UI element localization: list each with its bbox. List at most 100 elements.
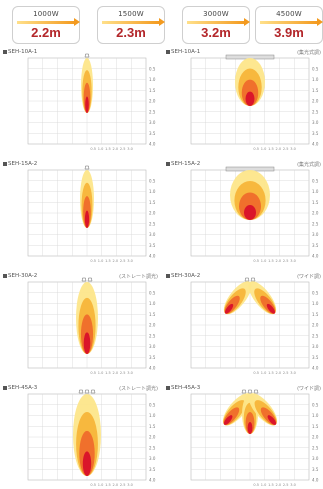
scale-tick-label: 0.5 xyxy=(253,483,259,487)
scale-tick-label: 1.5 xyxy=(105,371,111,375)
scale-tick-label: 2.5 xyxy=(312,445,319,450)
scale-tick-label: 2.5 xyxy=(149,109,156,114)
scale-tick-label: 1.5 xyxy=(105,259,111,263)
badge-watt: 1500W xyxy=(118,10,144,18)
model-marker-icon xyxy=(166,161,170,166)
heat-grid-svg: 0.51.01.52.02.53.03.54.00.5 1.0 1.5 2.0 2.5 3… xyxy=(27,165,156,263)
scale-tick-label: 2.0 xyxy=(149,435,156,440)
heat-grid-svg: 0.51.01.52.02.53.03.54.00.5 1.0 1.5 2.0 2.5 3… xyxy=(190,54,319,151)
scale-tick-label: 3.5 xyxy=(149,355,156,360)
scale-tick-label: 2.5 xyxy=(283,259,289,263)
model-marker-icon xyxy=(166,385,170,390)
scale-tick-label: 2.0 xyxy=(312,435,319,440)
model-text: SEH-45A-3 xyxy=(171,385,201,391)
scale-tick-label: 0.5 xyxy=(253,147,259,151)
heat-zone-hot xyxy=(244,205,256,220)
model-marker-icon xyxy=(3,273,7,278)
scale-tick-label: 1.0 xyxy=(149,301,156,306)
scale-tick-label: 2.0 xyxy=(276,147,282,151)
model-text: SEH-10A-1 xyxy=(171,49,201,55)
model-text: SEH-30A-2 xyxy=(171,273,201,279)
scale-tick-label: 0.5 xyxy=(90,259,96,263)
scale-tick-label: 0.5 xyxy=(149,66,156,71)
scale-tick-label: 3.0 xyxy=(127,147,133,151)
model-label: SEH-30A-2 xyxy=(3,273,37,279)
scale-tick-label: 1.5 xyxy=(268,259,274,263)
heat-grid-svg: 0.51.01.52.02.53.03.54.00.5 1.0 1.5 2.0 2.5 3… xyxy=(190,277,319,375)
model-marker-icon xyxy=(166,49,170,54)
arrow-icon xyxy=(102,18,165,26)
scale-tick-label: 3.5 xyxy=(312,355,319,360)
heater-lamp-icon xyxy=(247,389,253,394)
scale-tick-label: 3.0 xyxy=(312,120,319,125)
model-label: SEH-45A-3 xyxy=(166,385,200,391)
scale-tick-label: 2.5 xyxy=(120,259,126,263)
scale-tick-label: 1.5 xyxy=(268,483,274,487)
model-label: SEH-10A-1 xyxy=(166,49,200,55)
heat-zone-hot xyxy=(266,303,276,314)
model-text: SEH-10A-1 xyxy=(8,49,38,55)
scale-tick-label: 3.0 xyxy=(127,483,133,487)
badge-3000w: 3000W 3.2m xyxy=(182,6,250,44)
mode-note: (ワイド調) xyxy=(297,274,321,280)
heater-lamp-icon xyxy=(241,389,247,394)
scale-tick-label: 1.5 xyxy=(312,312,319,317)
heat-grid-svg: 0.51.01.52.02.53.03.54.00.5 1.0 1.5 2.0 2.5 3… xyxy=(190,166,319,263)
heat-grid-svg: 0.51.01.52.02.53.03.54.00.5 1.0 1.5 2.0 2.5 3… xyxy=(27,277,156,375)
scale-tick-label: 4.0 xyxy=(149,254,156,259)
mode-note: (集光式調) xyxy=(297,50,321,56)
scale-tick-label: 1.5 xyxy=(149,200,156,205)
scale-tick-label: 2.0 xyxy=(113,259,119,263)
heat-grid-svg: 0.51.01.52.02.53.03.54.00.5 1.0 1.5 2.0 2.5 3… xyxy=(27,53,156,151)
scale-tick-label: 2.0 xyxy=(113,371,119,375)
arrow-icon xyxy=(17,18,80,26)
scale-tick-label: 1.5 xyxy=(312,424,319,429)
heat-panel: 0.5 1.0 1.5 2.0 2.5 3.0 3.5 4.0 0.5 1.0 1.5 2.0 2.5 3… xyxy=(0,272,160,377)
scale-tick-label: 1.5 xyxy=(149,88,156,93)
scale-tick-label: 0.5 xyxy=(312,178,319,183)
scale-tick-label: 2.0 xyxy=(276,259,282,263)
model-label: SEH-15A-2 xyxy=(3,161,37,167)
arrow-icon xyxy=(187,18,250,26)
heat-grid-svg: 0.51.01.52.02.53.03.54.00.5 1.0 1.5 2.0 2.5 3… xyxy=(190,389,319,487)
heater-lamp-icon xyxy=(253,389,259,394)
heat-panel: 0.5 1.0 1.5 2.0 2.5 3.0 3.5 4.0 0.5 1.0 1.5 2.0 2.5 3… xyxy=(0,160,160,265)
heat-zone-hot xyxy=(82,451,92,476)
scale-tick-label: 3.0 xyxy=(127,259,133,263)
scale-tick-label: 3.5 xyxy=(149,467,156,472)
scale-tick-label: 0.5 xyxy=(90,371,96,375)
heater-lamp-icon xyxy=(244,277,250,282)
scale-tick-label: 1.0 xyxy=(98,259,104,263)
badge-watt: 4500W xyxy=(276,10,302,18)
model-label: SEH-15A-2 xyxy=(166,161,200,167)
heater-lamp-icon xyxy=(84,53,90,58)
arrow-icon xyxy=(260,18,323,26)
scale-tick-label: 3.0 xyxy=(290,147,296,151)
badge-watt: 3000W xyxy=(203,10,229,18)
scale-tick-label: 2.0 xyxy=(149,323,156,328)
scale-tick-label: 0.5 xyxy=(253,371,259,375)
scale-tick-label: 3.5 xyxy=(312,243,319,248)
mode-note: (ストレート調光) xyxy=(119,274,158,280)
scale-tick-label: 0.5 xyxy=(312,66,319,71)
model-text: SEH-15A-2 xyxy=(8,161,38,167)
scale-tick-label: 4.0 xyxy=(312,366,319,371)
scale-tick-label: 2.5 xyxy=(120,483,126,487)
scale-tick-label: 3.0 xyxy=(149,344,156,349)
scale-tick-label: 2.0 xyxy=(312,99,319,104)
scale-tick-label: 0.5 xyxy=(149,402,156,407)
badge-1000w: 1000W 2.2m xyxy=(12,6,80,44)
scale-tick-label: 0.5 xyxy=(312,402,319,407)
heat-zone-hot xyxy=(83,332,91,354)
scale-tick-label: 3.0 xyxy=(149,120,156,125)
scale-tick-label: 1.5 xyxy=(268,147,274,151)
heat-panel: 0.5 1.0 1.5 2.0 2.5 3.0 3.5 4.0 0.5 1.0 1.5 2.0 2.5 3… xyxy=(0,384,160,489)
scale-tick-label: 1.0 xyxy=(312,77,319,82)
heat-grid-svg: 0.51.01.52.02.53.03.54.00.5 1.0 1.5 2.0 2.5 3… xyxy=(27,389,156,487)
scale-tick-label: 3.0 xyxy=(290,483,296,487)
heater-lamp-icon xyxy=(90,389,96,394)
scale-tick-label: 2.5 xyxy=(149,445,156,450)
scale-tick-label: 1.5 xyxy=(149,424,156,429)
badge-distance: 2.2m xyxy=(31,25,61,40)
scale-tick-label: 1.5 xyxy=(105,483,111,487)
